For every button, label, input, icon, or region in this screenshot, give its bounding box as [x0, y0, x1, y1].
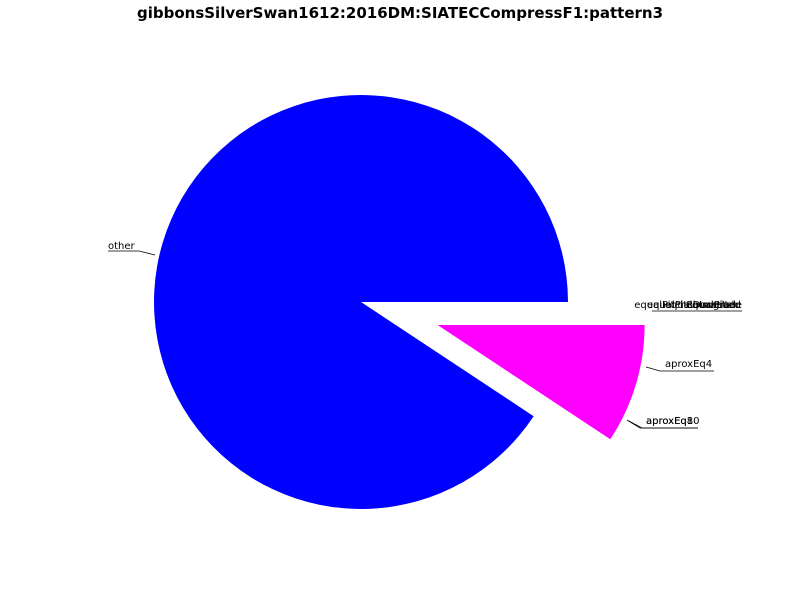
slice-label-equalpitchretrograde: equalPitchRetrograde — [634, 300, 742, 311]
slice-label-equalpitchinverted: equalPitchInverted — [647, 300, 741, 311]
pie-slice-other — [153, 95, 568, 510]
slice-label-other: other — [108, 241, 136, 252]
slice-label-equalpitch: equalPitch — [686, 300, 738, 311]
chart-title: gibbonsSilverSwan1612:2016DM:SIATECCompr… — [137, 4, 663, 22]
leader-line-aproxeq8 — [628, 420, 698, 429]
leader-line-other — [108, 250, 156, 256]
leader-line-aproxeq4 — [645, 366, 714, 372]
slice-label-aproxeq8: aproxEq8 — [646, 416, 693, 427]
pie-slice-aproxeq4 — [437, 325, 645, 440]
slice-label-equalduration: equalDuration — [665, 300, 736, 311]
slice-label-aproxeq4: aproxEq4 — [665, 359, 712, 370]
slice-label-aproxeq10: aproxEq10 — [646, 416, 700, 427]
